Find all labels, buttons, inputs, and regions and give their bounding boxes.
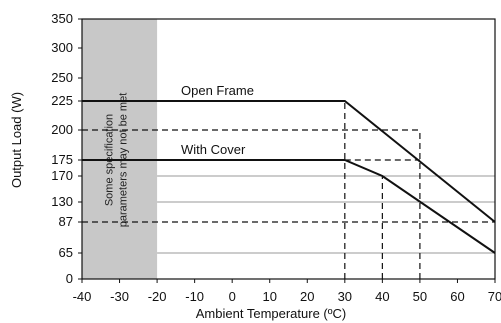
y-tick-label-65: 65: [59, 245, 73, 260]
x-tick-label-50: 50: [413, 289, 427, 304]
series-label-0: Open Frame: [181, 83, 254, 98]
y-tick-label-350: 350: [51, 11, 73, 26]
y-tick-label-200: 200: [51, 122, 73, 137]
y-tick-label-250: 250: [51, 70, 73, 85]
shaded-region: [82, 19, 158, 279]
y-tick-label-300: 300: [51, 40, 73, 55]
y-tick-label-225: 225: [51, 93, 73, 108]
y-tick-label-170: 170: [51, 168, 73, 183]
x-tick-label--20: -20: [148, 289, 167, 304]
y-tick-label-87: 87: [59, 214, 73, 229]
y-tick-label-0: 0: [66, 271, 73, 286]
series-line-1: [82, 159, 496, 254]
x-tick-label-10: 10: [262, 289, 276, 304]
y-axis-label: Output Load (W): [9, 92, 24, 188]
x-tick-label-60: 60: [450, 289, 464, 304]
plot-frame: [81, 18, 496, 280]
x-tick-label--40: -40: [73, 289, 92, 304]
x-axis-label: Ambient Temperature (ºC): [196, 306, 346, 321]
series-label-1: With Cover: [181, 142, 246, 157]
y-tick-label-130: 130: [51, 194, 73, 209]
x-tick-label-0: 0: [229, 289, 236, 304]
x-tick-label--30: -30: [110, 289, 129, 304]
y-tick-label-175: 175: [51, 152, 73, 167]
series-line-0: [82, 100, 496, 223]
x-tick-label-40: 40: [375, 289, 389, 304]
x-tick-label-30: 30: [338, 289, 352, 304]
x-tick-label-20: 20: [300, 289, 314, 304]
x-tick-label-70: 70: [488, 289, 501, 304]
x-tick-label--10: -10: [185, 289, 204, 304]
